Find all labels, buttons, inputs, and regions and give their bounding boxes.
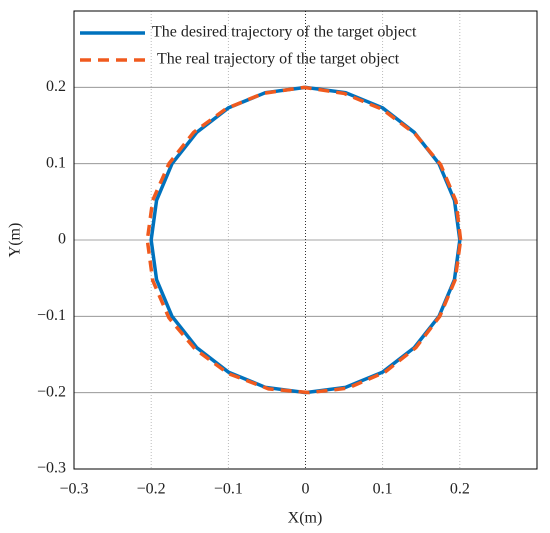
- y-tick-label: −0.2: [37, 383, 66, 400]
- data-line: [145, 85, 463, 395]
- x-tick-label: −0.2: [137, 481, 166, 498]
- y-tick-label: 0.2: [46, 78, 66, 95]
- x-axis-label: X(m): [288, 510, 323, 527]
- x-tick-label: −0.1: [214, 481, 243, 498]
- legend-label: The desired trajectory of the target obj…: [152, 24, 417, 41]
- legend-label: The real trajectory of the target object: [157, 51, 400, 68]
- plot-frame: [73, 10, 538, 470]
- y-tick-label: −0.1: [37, 307, 66, 324]
- y-axis-label: Y(m): [7, 223, 24, 258]
- data-line: [149, 85, 462, 395]
- x-tick-label: −0.3: [59, 481, 88, 498]
- x-tick-label: 0.2: [450, 481, 470, 498]
- x-tick-label: 0: [302, 481, 310, 498]
- y-tick-label: 0.1: [46, 154, 66, 171]
- y-tick-label: −0.3: [37, 460, 66, 477]
- y-tick-label: 0: [58, 231, 66, 248]
- x-tick-label: 0.1: [373, 481, 393, 498]
